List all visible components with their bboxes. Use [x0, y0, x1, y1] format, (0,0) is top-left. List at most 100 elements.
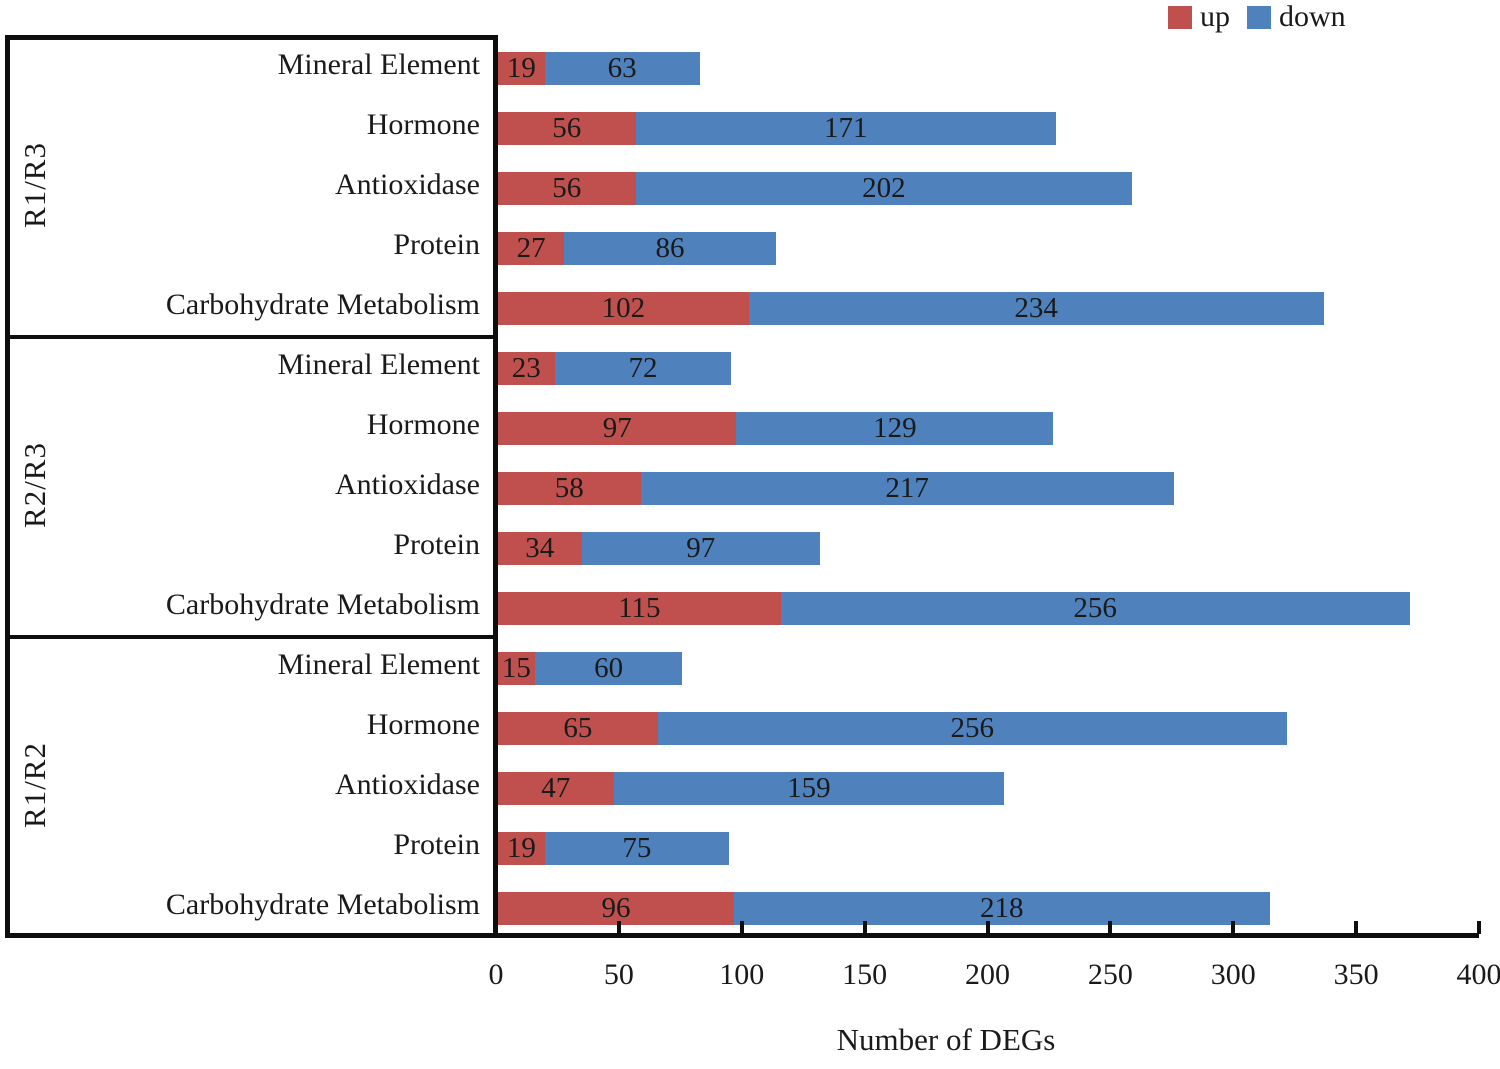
bar-row: 47 159 [498, 772, 1005, 805]
axis-tick-label: 300 [1210, 958, 1256, 991]
bar-segment-down: 218 [733, 892, 1270, 925]
bar-value-up: 97 [602, 412, 632, 444]
bar-row: 56 171 [498, 112, 1056, 145]
bar-segment-up: 65 [498, 712, 658, 745]
bar-segment-down: 72 [554, 352, 732, 385]
bar-segment-up: 96 [498, 892, 734, 925]
bar-value-down: 86 [655, 232, 685, 264]
axis-tick [494, 921, 498, 934]
label-box-top-border [5, 35, 498, 40]
bar-segment-up: 56 [498, 112, 636, 145]
bar-segment-up: 115 [498, 592, 781, 625]
bar-value-up: 27 [516, 232, 546, 264]
axis-tick-label: 100 [719, 958, 765, 991]
bar-segment-down: 63 [544, 52, 700, 85]
group-label: R1/R2 [17, 742, 52, 828]
axis-tick-label: 0 [488, 958, 504, 991]
bar-segment-down: 129 [736, 412, 1054, 445]
bar-value-up: 19 [506, 832, 536, 864]
legend-swatch-up-icon [1168, 5, 1192, 29]
category-label: Carbohydrate Metabolism [165, 588, 480, 621]
bar-segment-down: 217 [640, 472, 1174, 505]
category-label: Hormone [366, 708, 480, 741]
axis-tick-label: 400 [1456, 958, 1500, 991]
axis-tick [1108, 921, 1113, 934]
bar-row: 65 256 [498, 712, 1287, 745]
bar-value-up: 115 [618, 592, 661, 624]
category-label: Antioxidase [335, 468, 480, 501]
bar-value-up: 19 [506, 52, 536, 84]
bar-row: 115 256 [498, 592, 1410, 625]
axis-tick-label: 250 [1087, 958, 1133, 991]
bar-value-down: 97 [686, 532, 716, 564]
legend-label-down: down [1279, 0, 1346, 33]
bar-row: 97 129 [498, 412, 1054, 445]
legend-item-up: up [1168, 2, 1230, 32]
bar-row: 96 218 [498, 892, 1270, 925]
bar-segment-up: 19 [498, 52, 545, 85]
bar-value-up: 56 [552, 172, 582, 204]
bar-segment-down: 75 [544, 832, 729, 865]
bar-value-up: 15 [501, 652, 531, 684]
bar-segment-down: 97 [581, 532, 820, 565]
group-divider-2 [5, 635, 493, 639]
axis-tick-label: 200 [965, 958, 1010, 991]
category-label: Hormone [366, 408, 480, 441]
bar-row: 58 217 [498, 472, 1174, 505]
bar-value-up: 56 [552, 112, 582, 144]
bar-segment-down: 171 [635, 112, 1056, 145]
bar-row: 27 86 [498, 232, 776, 265]
axis-tick [616, 921, 621, 934]
bar-value-up: 34 [525, 532, 555, 564]
category-label: Mineral Element [277, 348, 480, 381]
bar-segment-up: 47 [498, 772, 614, 805]
axis-tick [1477, 921, 1481, 934]
axis-tick [739, 921, 744, 934]
bar-segment-down: 202 [635, 172, 1133, 205]
bar-value-down: 218 [980, 892, 1024, 924]
category-label: Antioxidase [335, 768, 480, 801]
bar-value-down: 256 [1073, 592, 1117, 624]
legend-label-up: up [1200, 0, 1230, 33]
bar-segment-down: 256 [780, 592, 1410, 625]
axis-tick [1231, 921, 1236, 934]
group-label: R2/R3 [17, 442, 52, 528]
category-label: Mineral Element [277, 648, 480, 681]
bar-row: 15 60 [498, 652, 683, 685]
bar-value-down: 63 [607, 52, 637, 84]
category-label: Protein [393, 828, 480, 861]
bar-row: 102 234 [498, 292, 1324, 325]
category-label: Carbohydrate Metabolism [165, 288, 480, 321]
bar-value-down: 234 [1014, 292, 1058, 324]
bar-row: 19 75 [498, 832, 729, 865]
bar-value-down: 60 [594, 652, 624, 684]
bar-segment-up: 58 [498, 472, 641, 505]
bar-value-up: 58 [554, 472, 584, 504]
bar-segment-down: 234 [748, 292, 1324, 325]
category-label: Hormone [366, 108, 480, 141]
bar-segment-up: 97 [498, 412, 737, 445]
bar-value-down: 217 [885, 472, 929, 504]
bar-segment-down: 256 [657, 712, 1287, 745]
axis-tick-label: 50 [603, 958, 634, 991]
category-label: Protein [393, 228, 480, 261]
group-label: R1/R3 [17, 142, 52, 228]
bar-segment-down: 159 [613, 772, 1005, 805]
legend-item-down: down [1247, 2, 1346, 32]
axis-tick [985, 921, 990, 934]
bar-value-up: 65 [563, 712, 593, 744]
bar-segment-up: 102 [498, 292, 749, 325]
axis-tick-label: 350 [1333, 958, 1379, 991]
bar-value-up: 47 [541, 772, 571, 804]
bar-value-down: 75 [622, 832, 652, 864]
bar-segment-up: 15 [498, 652, 535, 685]
category-label: Mineral Element [277, 48, 480, 81]
bar-value-up: 23 [511, 352, 541, 384]
bar-row: 34 97 [498, 532, 820, 565]
category-label: Antioxidase [335, 168, 480, 201]
label-box-left-border [5, 35, 10, 938]
bar-value-up: 102 [601, 292, 646, 324]
category-label: Carbohydrate Metabolism [165, 888, 480, 921]
bar-segment-up: 23 [498, 352, 555, 385]
